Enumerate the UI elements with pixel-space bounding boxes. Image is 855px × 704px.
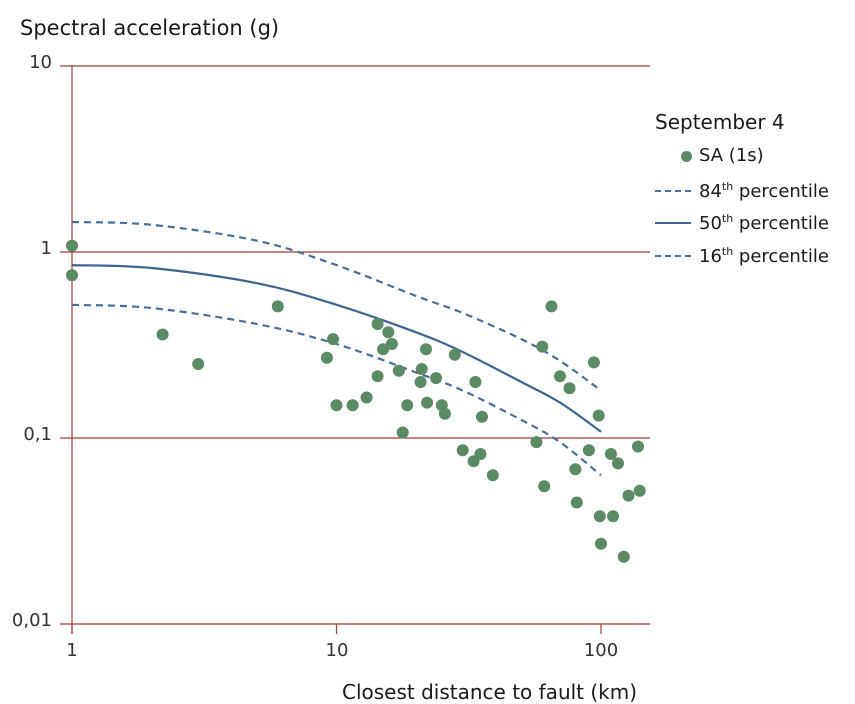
data-point-6 xyxy=(327,333,339,346)
data-point-3 xyxy=(192,358,205,370)
data-point-28 xyxy=(469,376,482,388)
data-point-38 xyxy=(569,463,582,476)
y-tick-label-10: 10 xyxy=(29,52,52,73)
data-point-46 xyxy=(607,510,619,523)
y-tick-label-1: 1 xyxy=(40,238,52,259)
data-point-31 xyxy=(486,469,499,482)
data-point-5 xyxy=(320,351,333,364)
legend-dashed-line-marker xyxy=(655,247,695,265)
data-point-47 xyxy=(612,457,624,470)
data-point-51 xyxy=(633,484,646,497)
data-point-10 xyxy=(371,318,384,330)
series-line-50th-percentile xyxy=(71,264,602,433)
data-point-44 xyxy=(595,537,607,550)
data-point-15 xyxy=(392,364,405,377)
series-line-16th-percentile xyxy=(71,303,602,477)
data-point-26 xyxy=(456,444,469,457)
legend-label-sa: SA (1s) xyxy=(699,145,764,166)
data-point-43 xyxy=(593,510,606,523)
data-point-14 xyxy=(385,338,398,350)
legend-label-50th: 50th percentile xyxy=(699,212,829,234)
x-tick-label-100: 100 xyxy=(583,640,619,661)
data-point-48 xyxy=(617,550,630,563)
legend-item-sa: SA (1s) xyxy=(655,145,764,166)
data-point-32 xyxy=(530,436,543,449)
data-point-36 xyxy=(554,370,566,383)
data-point-17 xyxy=(401,399,414,412)
data-point-29 xyxy=(474,448,487,460)
data-point-30 xyxy=(476,410,488,423)
x-tick-label-1: 1 xyxy=(66,640,78,661)
data-point-37 xyxy=(563,382,576,395)
data-point-7 xyxy=(330,399,343,412)
series-line-84th-percentile xyxy=(71,220,602,392)
data-point-33 xyxy=(536,340,549,353)
x-axis-label: Closest distance to fault (km) xyxy=(342,680,638,704)
data-point-50 xyxy=(632,440,644,453)
data-point-39 xyxy=(570,496,583,509)
data-point-4 xyxy=(271,300,284,313)
x-tick-label-10: 10 xyxy=(325,640,349,661)
y-tick-label-0-01: 0,01 xyxy=(11,610,52,631)
data-point-34 xyxy=(538,480,551,493)
data-point-22 xyxy=(430,372,443,385)
data-point-49 xyxy=(622,489,635,502)
data-point-9 xyxy=(360,391,373,404)
data-point-8 xyxy=(346,399,359,412)
data-point-13 xyxy=(382,326,395,339)
data-point-25 xyxy=(448,348,461,361)
legend-dot-marker xyxy=(655,147,695,165)
data-point-12 xyxy=(377,343,390,356)
legend-label-16th: 16th percentile xyxy=(699,245,829,267)
legend-title: September 4 xyxy=(655,110,785,134)
data-point-45 xyxy=(604,448,617,460)
data-point-24 xyxy=(438,407,451,420)
y-tick-label-0-1: 0,1 xyxy=(23,424,52,445)
data-point-11 xyxy=(371,370,384,383)
data-point-19 xyxy=(415,363,428,375)
legend-item-16th: 16th percentile xyxy=(655,245,829,267)
data-point-18 xyxy=(414,376,427,388)
data-point-2 xyxy=(156,328,169,341)
legend-dashed-line-marker xyxy=(655,182,695,200)
data-point-41 xyxy=(587,356,600,369)
data-point-16 xyxy=(396,426,409,439)
data-point-35 xyxy=(545,300,558,313)
legend-item-84th: 84th percentile xyxy=(655,180,829,202)
legend-label-84th: 84th percentile xyxy=(699,180,829,202)
data-point-0 xyxy=(66,239,78,252)
data-point-1 xyxy=(66,269,78,282)
legend-solid-line-marker xyxy=(655,214,695,232)
data-point-42 xyxy=(592,409,605,422)
legend-item-50th: 50th percentile xyxy=(655,212,829,234)
data-point-20 xyxy=(420,343,432,356)
data-point-21 xyxy=(421,396,434,409)
data-point-40 xyxy=(582,444,595,457)
y-axis-label: Spectral acceleration (g) xyxy=(20,16,280,40)
